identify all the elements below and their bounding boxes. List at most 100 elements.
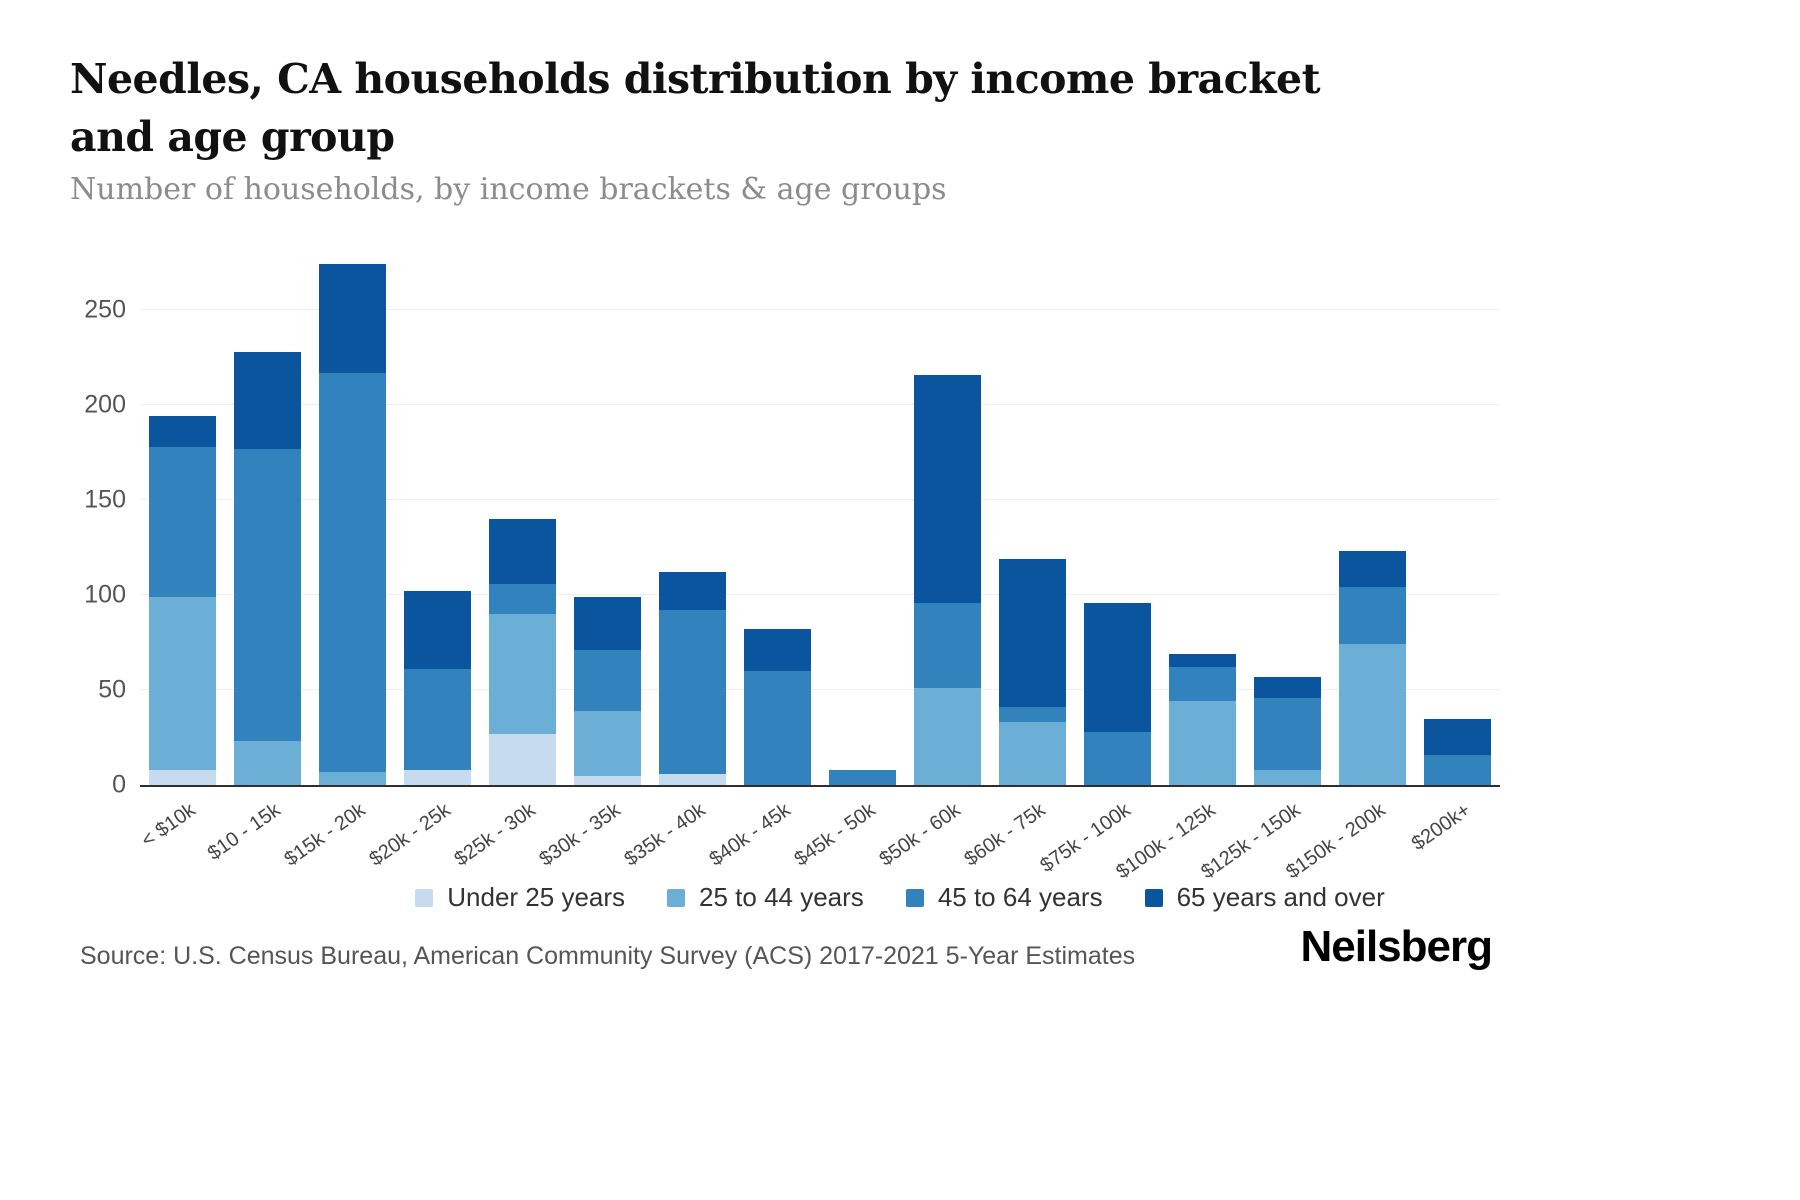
chart-subtitle: Number of households, by income brackets…	[70, 172, 947, 207]
bar-segment	[659, 572, 726, 611]
bar-slot	[990, 258, 1075, 785]
x-axis-tick-label: $35k - 40k	[620, 799, 710, 871]
stacked-bar	[1339, 551, 1406, 785]
bar-segment	[234, 351, 301, 449]
brand-logo: Neilsberg	[1300, 922, 1493, 971]
bar-slot	[1245, 258, 1330, 785]
legend-label: Under 25 years	[447, 882, 626, 912]
x-axis-tick-label: $20k - 25k	[365, 799, 455, 871]
bar-slot	[1330, 258, 1415, 785]
stacked-bar	[404, 591, 471, 785]
gridline	[140, 594, 1500, 595]
bar-segment	[574, 775, 641, 785]
bar-segment	[1254, 676, 1321, 698]
bar-slot	[565, 258, 650, 785]
plot-area: 0 50 100 150 200 250 < $10k $10 - 15k $15k - 20k…	[84, 258, 1500, 883]
bar-segment	[1254, 697, 1321, 770]
gridline	[140, 499, 1500, 500]
x-axis-tick-label: $40k - 45k	[705, 799, 795, 871]
bar-segment	[489, 519, 556, 584]
bar-slot	[1160, 258, 1245, 785]
y-axis-tick-label: 0	[112, 770, 126, 799]
bar-slot	[1075, 258, 1160, 785]
bar-segment	[489, 614, 556, 734]
bar-segment	[914, 688, 981, 785]
legend-swatch-icon	[1144, 888, 1163, 907]
x-axis-tick-label: $200k+	[1407, 799, 1475, 855]
bar-slot	[310, 258, 395, 785]
bar-slot	[480, 258, 565, 785]
legend-item: 65 years and over	[1144, 882, 1385, 913]
bar-segment	[999, 707, 1066, 723]
bar-slot	[650, 258, 735, 785]
bar-segment	[149, 446, 216, 597]
y-axis-tick-label: 200	[84, 390, 126, 419]
bar-segment	[914, 602, 981, 689]
legend-label: 25 to 44 years	[699, 882, 864, 912]
bar-segment	[1084, 731, 1151, 785]
bar-segment	[1339, 551, 1406, 588]
x-axis-tick-label: $45k - 50k	[790, 799, 880, 871]
bar-segment	[574, 596, 641, 651]
stacked-bar	[319, 264, 386, 785]
bar-segment	[574, 710, 641, 776]
stacked-bar	[1424, 718, 1491, 785]
x-axis-tick-label: $60k - 75k	[960, 799, 1050, 871]
bar-segment	[149, 596, 216, 770]
bar-segment	[1339, 587, 1406, 645]
bar-slot	[735, 258, 820, 785]
stacked-bar	[829, 769, 896, 785]
bar-segment	[999, 558, 1066, 708]
source-text: Source: U.S. Census Bureau, American Com…	[80, 942, 1136, 970]
bar-segment	[1084, 602, 1151, 732]
legend-swatch-icon	[415, 888, 434, 907]
bar-segment	[234, 741, 301, 785]
bar-slot	[905, 258, 990, 785]
bar-segment	[659, 610, 726, 774]
x-axis-tick-label: $50k - 60k	[875, 799, 965, 871]
legend-item: 45 to 64 years	[905, 882, 1103, 913]
bar-segment	[149, 416, 216, 447]
y-axis-tick-label: 250	[84, 295, 126, 324]
stacked-bar	[574, 596, 641, 785]
bar-slot	[395, 258, 480, 785]
bar-segment	[319, 264, 386, 373]
bar-segment	[234, 448, 301, 742]
bar-slot	[820, 258, 905, 785]
gridline	[140, 689, 1500, 690]
bar-segment	[489, 583, 556, 615]
bar-segment	[1169, 653, 1236, 668]
x-axis-tick-label: < $10k	[137, 799, 200, 852]
bar-segment	[1424, 718, 1491, 755]
stacked-bar	[659, 572, 726, 785]
bar-segment	[574, 650, 641, 711]
chart-title: Needles, CA households distribution by i…	[70, 55, 1321, 162]
bar-segment	[829, 769, 896, 785]
legend-item: Under 25 years	[415, 882, 625, 913]
bar-segment	[1169, 667, 1236, 702]
x-axis-tick-label: $25k - 30k	[450, 799, 540, 871]
bar-segment	[999, 722, 1066, 785]
bar-segment	[1169, 701, 1236, 785]
gridline	[140, 309, 1500, 310]
bar-segment	[659, 773, 726, 785]
bar-slot	[225, 258, 310, 785]
stacked-bar	[149, 416, 216, 785]
legend: Under 25 years 25 to 44 years 45 to 64 yea…	[0, 882, 1800, 913]
stacked-bar	[1254, 676, 1321, 785]
legend-item: 25 to 44 years	[667, 882, 864, 913]
stacked-bar	[914, 374, 981, 785]
stacked-bar	[234, 351, 301, 785]
bar-segment	[489, 733, 556, 785]
legend-swatch-icon	[905, 888, 924, 907]
bar-segment	[1254, 769, 1321, 785]
bar-segment	[319, 372, 386, 772]
stacked-bar	[1084, 602, 1151, 785]
bar-segment	[149, 769, 216, 785]
bar-slot	[1415, 258, 1500, 785]
stacked-bar	[744, 629, 811, 785]
bar-segment	[1339, 644, 1406, 785]
x-axis-tick-label: $30k - 35k	[535, 799, 625, 871]
bar-segment	[1424, 754, 1491, 785]
stacked-bar	[1169, 653, 1236, 785]
